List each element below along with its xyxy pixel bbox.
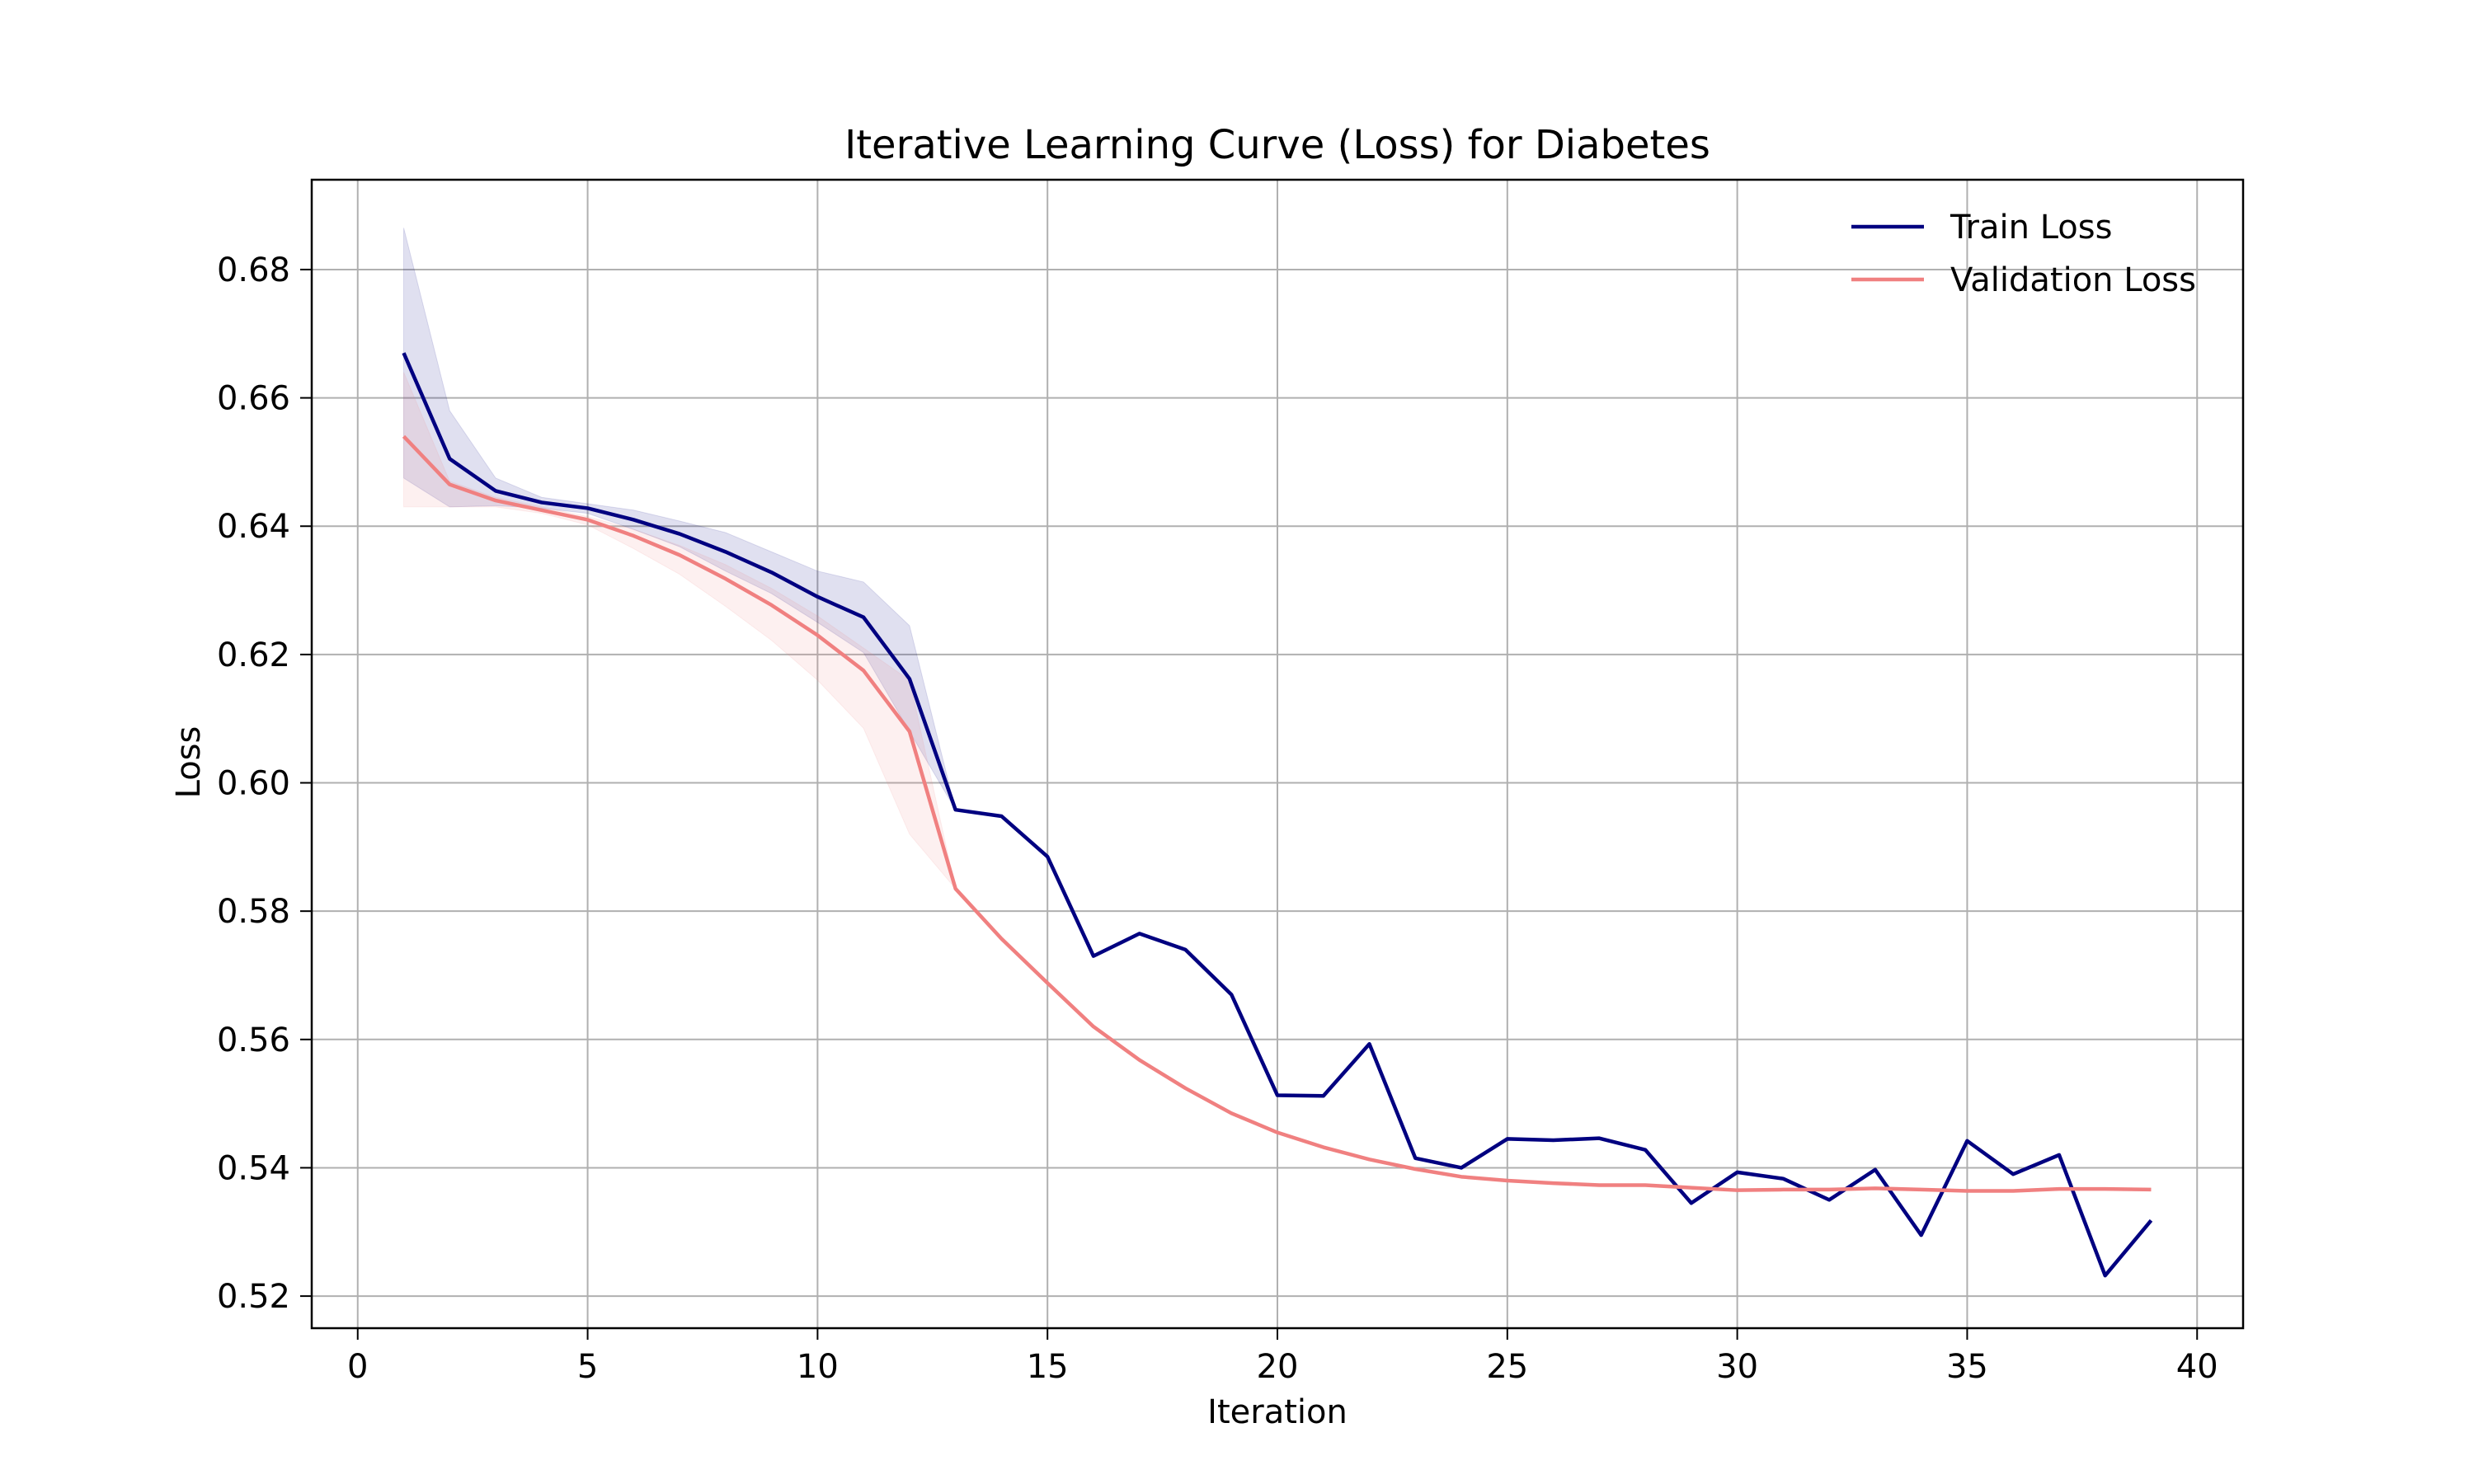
x-tick-label-7: 35 <box>1946 1348 1988 1386</box>
y-tick-label-8: 0.68 <box>217 251 290 289</box>
x-axis-title: Iteration <box>1207 1393 1348 1431</box>
series-line-0 <box>402 352 2153 1278</box>
y-tick-label-4: 0.60 <box>217 765 290 803</box>
legend-label-0: Train Loss <box>1950 209 2112 247</box>
y-tick-label-3: 0.58 <box>217 893 290 931</box>
y-tick-label-5: 0.62 <box>217 636 290 674</box>
chart-title: Iterative Learning Curve (Loss) for Diab… <box>844 122 1710 168</box>
x-tick-label-4: 20 <box>1257 1348 1299 1386</box>
axis-ticks: 0 5 10 15 20 25 30 35 40 0.52 0.54 0.56 0.58 0.60 0.62… <box>217 251 2218 1386</box>
x-tick-label-5: 25 <box>1486 1348 1528 1386</box>
series-line-1 <box>402 434 2152 1193</box>
gridlines <box>312 180 2243 1328</box>
y-tick-label-0: 0.52 <box>217 1278 290 1316</box>
x-tick-label-1: 5 <box>577 1348 598 1386</box>
x-tick-label-2: 10 <box>797 1348 839 1386</box>
x-tick-label-3: 15 <box>1027 1348 1069 1386</box>
y-tick-label-7: 0.66 <box>217 380 290 418</box>
y-tick-label-2: 0.56 <box>217 1021 290 1059</box>
x-tick-label-6: 30 <box>1716 1348 1758 1386</box>
y-tick-label-6: 0.64 <box>217 508 290 546</box>
legend-label-1: Validation Loss <box>1950 261 2196 299</box>
legend: Train Loss Validation Loss <box>1851 209 2196 299</box>
x-tick-label-0: 0 <box>347 1348 368 1386</box>
series-lines <box>402 352 2153 1278</box>
y-tick-label-1: 0.54 <box>217 1149 290 1187</box>
x-tick-label-8: 40 <box>2176 1348 2218 1386</box>
y-axis-title: Loss <box>170 726 208 799</box>
